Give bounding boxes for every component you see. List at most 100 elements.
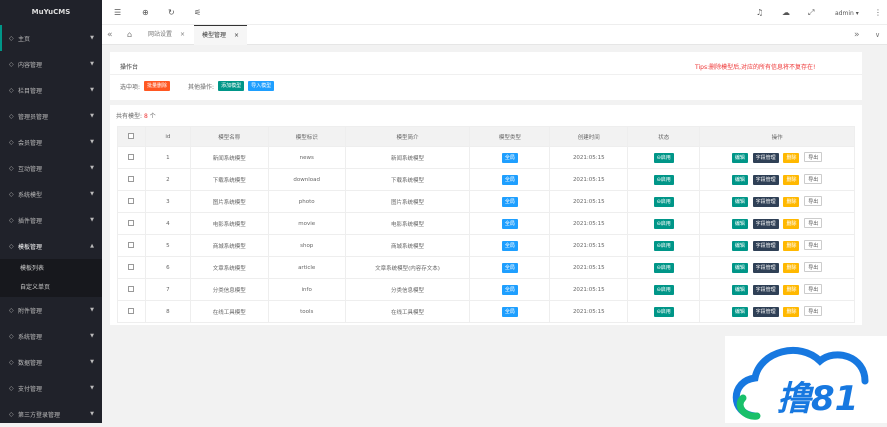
delete-button[interactable]: 删除 [783,197,800,207]
status-toggle[interactable]: ⊖启用 [653,152,674,163]
close-icon[interactable]: × [233,32,239,39]
delete-button[interactable]: 删除 [783,307,800,317]
fields-button[interactable]: 字段管理 [752,263,779,273]
export-button[interactable]: 导出 [804,240,823,250]
check-circle-icon: ⊖ [656,220,661,227]
scroll-left-icon[interactable]: « [107,30,113,40]
sidebar-item[interactable]: ◇ 栏目管理 ▼ [0,77,102,103]
sidebar-item[interactable]: ◇ 模板管理 ▲ [0,233,102,259]
fullscreen-icon[interactable]: ⤢ [808,8,815,17]
edit-button[interactable]: 编辑 [731,241,748,251]
row-checkbox[interactable] [117,146,146,169]
cell-intro: 电影系统模型 [344,212,471,235]
user-menu[interactable]: admin ▾ [835,10,859,17]
row-checkbox[interactable] [117,234,146,257]
export-button[interactable]: 导出 [804,196,823,206]
other-label: 其他操作: [188,83,215,91]
cell-intro: 分类信息模型 [344,278,471,301]
refresh-icon[interactable]: ↻ [168,8,175,17]
export-button[interactable]: 导出 [804,284,823,294]
menu-toggle-icon[interactable]: ☰ [114,8,122,17]
row-checkbox[interactable] [117,278,146,301]
export-button[interactable]: 导出 [804,218,823,228]
edit-button[interactable]: 编辑 [731,197,748,207]
sidebar-item[interactable]: ◇ 主页 ▼ [0,25,102,51]
sidebar-item[interactable]: ◇ 互动管理 ▼ [0,155,102,181]
tab-site-settings[interactable]: 网站设置 × [148,25,185,45]
fields-button[interactable]: 字段管理 [752,197,779,207]
sidebar-item[interactable]: ◇ 内容管理 ▼ [0,51,102,77]
status-toggle[interactable]: ⊖启用 [653,284,674,295]
sidebar-item[interactable]: ◇ 系统模型 ▼ [0,181,102,207]
cell-time: 2021:05:15 [549,168,629,191]
fields-button[interactable]: 字段管理 [752,241,779,251]
export-button[interactable]: 导出 [804,152,823,162]
sidebar-item[interactable]: ◇ 第三方登录管理 ▼ [0,401,102,427]
row-checkbox[interactable] [117,212,146,235]
edit-button[interactable]: 编辑 [731,219,748,229]
export-button[interactable]: 导出 [804,174,823,184]
tab-model-manage[interactable]: 模型管理 × [194,25,247,45]
delete-button[interactable]: 删除 [783,241,800,251]
column-icon: ◇ [9,86,14,94]
sidebar-subitem[interactable]: 模板列表 [20,265,45,272]
select-all-checkbox[interactable] [117,126,146,147]
edit-button[interactable]: 编辑 [731,285,748,295]
export-button[interactable]: 导出 [804,262,823,272]
globe-icon[interactable]: ⊕ [142,8,149,17]
check-circle-icon: ⊖ [656,176,661,183]
scroll-right-icon[interactable]: » [854,30,860,40]
cell-name: 下载系统模型 [189,168,269,191]
home-tab-icon[interactable]: ⌂ [127,30,133,39]
delete-button[interactable]: 删除 [783,219,800,229]
clear-cache-icon[interactable]: ⚟ [194,8,202,17]
import-model-button[interactable]: 导入模型 [248,81,275,91]
status-toggle[interactable]: ⊖启用 [653,174,674,185]
close-icon[interactable]: × [179,31,185,38]
sidebar-item-label: 系统模型 [18,191,43,199]
fields-button[interactable]: 字段管理 [752,285,779,295]
fields-button[interactable]: 字段管理 [752,307,779,317]
home-icon: ◇ [9,34,14,42]
edit-button[interactable]: 编辑 [731,263,748,273]
row-checkbox[interactable] [117,256,146,279]
status-toggle[interactable]: ⊖启用 [653,262,674,273]
batch-delete-button[interactable]: 批量删除 [144,81,171,91]
delete-button[interactable]: 删除 [783,285,800,295]
more-icon[interactable]: ⋮ [874,8,882,17]
sidebar-item[interactable]: ◇ 附件管理 ▼ [0,297,102,323]
fields-button[interactable]: 字段管理 [752,219,779,229]
sidebar-item[interactable]: ◇ 支付管理 ▼ [0,375,102,401]
sidebar-item[interactable]: ◇ 管理员管理 ▼ [0,103,102,129]
status-label: 启用 [660,220,671,227]
edit-button[interactable]: 编辑 [731,153,748,163]
fields-button[interactable]: 字段管理 [752,175,779,185]
delete-button[interactable]: 删除 [783,175,800,185]
edit-button[interactable]: 编辑 [731,175,748,185]
edit-button[interactable]: 编辑 [731,307,748,317]
row-checkbox[interactable] [117,168,146,191]
theme-icon[interactable]: ☁ [782,8,790,17]
row-checkbox[interactable] [117,300,146,323]
cell-name: 电影系统模型 [189,212,269,235]
status-toggle[interactable]: ⊖启用 [653,196,674,207]
delete-button[interactable]: 删除 [783,263,800,273]
sidebar-item[interactable]: ◇ 插件管理 ▼ [0,207,102,233]
add-model-button[interactable]: 添加模型 [218,81,245,91]
sidebar-subitem[interactable]: 自定义单页 [20,284,51,291]
caret-down-icon: ▼ [90,359,94,365]
delete-button[interactable]: 删除 [783,153,800,163]
status-toggle[interactable]: ⊖启用 [653,306,674,317]
column-header: 创建时间 [549,126,629,147]
bell-icon[interactable]: ♫ [756,8,764,17]
operation-panel: 操作台 Tips:删除模型后,对应的所有信息将不复存在! 选中项: 批量删除 其… [110,52,862,100]
status-toggle[interactable]: ⊖启用 [653,240,674,251]
sidebar-item[interactable]: ◇ 系统管理 ▼ [0,323,102,349]
sidebar-item[interactable]: ◇ 会员管理 ▼ [0,129,102,155]
chevron-down-icon[interactable]: ∨ [875,31,881,39]
status-toggle[interactable]: ⊖启用 [653,218,674,229]
export-button[interactable]: 导出 [804,306,823,316]
sidebar-item[interactable]: ◇ 数据管理 ▼ [0,349,102,375]
row-checkbox[interactable] [117,190,146,213]
fields-button[interactable]: 字段管理 [752,153,779,163]
